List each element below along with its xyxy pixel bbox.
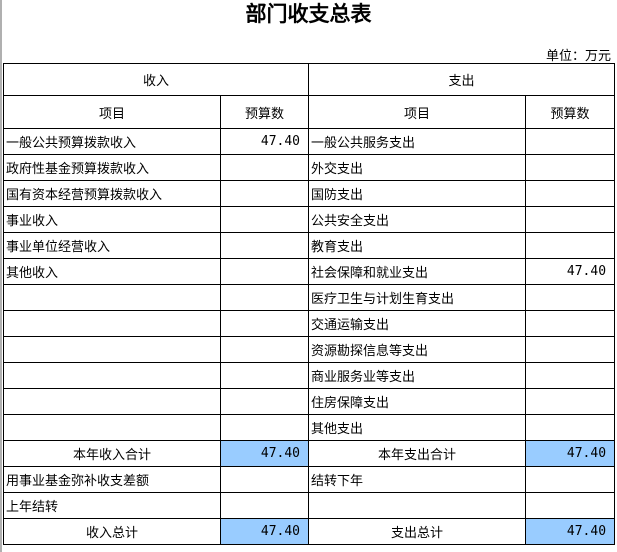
income-item xyxy=(3,414,221,441)
income-value xyxy=(219,310,310,337)
income-value xyxy=(219,362,310,389)
table-row: 其他收入 社会保障和就业支出 47.40 xyxy=(3,258,616,285)
income-item-header: 项目 xyxy=(3,95,221,129)
table-row: 用事业基金弥补收支差额 结转下年 xyxy=(3,466,616,493)
income-item: 其他收入 xyxy=(3,258,221,285)
table-row: 政府性基金预算拨款收入 外交支出 xyxy=(3,154,616,181)
income-header: 收入 xyxy=(2,63,310,96)
expense-item: 公共安全支出 xyxy=(308,206,527,233)
page-title: 部门收支总表 xyxy=(245,1,372,26)
expense-item: 国防支出 xyxy=(308,180,527,207)
expense-item: 教育支出 xyxy=(308,232,527,259)
income-value xyxy=(219,388,310,415)
window-edge xyxy=(0,0,2,552)
income-item xyxy=(3,388,221,415)
expense-item: 结转下年 xyxy=(308,466,527,493)
income-value xyxy=(219,466,310,493)
expense-value xyxy=(525,336,616,363)
table-row: 事业收入 公共安全支出 xyxy=(3,206,616,233)
expense-subtotal-label: 本年支出合计 xyxy=(308,440,527,467)
income-item xyxy=(3,362,221,389)
expense-subtotal-value: 47.40 xyxy=(525,440,616,467)
expense-value xyxy=(525,206,616,233)
income-item xyxy=(3,336,221,363)
table-row: 上年结转 xyxy=(3,492,616,519)
total-row: 收入总计 47.40 支出总计 47.40 xyxy=(3,518,616,545)
income-subtotal-label: 本年收入合计 xyxy=(3,440,221,467)
income-value xyxy=(219,154,310,181)
expense-item: 外交支出 xyxy=(308,154,527,181)
income-value xyxy=(219,336,310,363)
expense-item: 商业服务业等支出 xyxy=(308,362,527,389)
table-row: 交通运输支出 xyxy=(3,310,616,337)
income-item: 政府性基金预算拨款收入 xyxy=(3,154,221,181)
expense-item: 住房保障支出 xyxy=(308,388,527,415)
subtotal-row: 本年收入合计 47.40 本年支出合计 47.40 xyxy=(3,440,616,467)
table-row: 资源勘探信息等支出 xyxy=(3,336,616,363)
expense-value: 47.40 xyxy=(525,258,616,285)
income-value: 47.40 xyxy=(219,128,310,155)
table-row: 其他支出 xyxy=(3,414,616,441)
income-item: 国有资本经营预算拨款收入 xyxy=(3,180,221,207)
income-item: 事业收入 xyxy=(3,206,221,233)
expense-value xyxy=(525,310,616,337)
expense-item: 交通运输支出 xyxy=(308,310,527,337)
income-item: 事业单位经营收入 xyxy=(3,232,221,259)
expense-header: 支出 xyxy=(308,63,616,96)
expense-value xyxy=(525,414,616,441)
expense-total-label: 支出总计 xyxy=(308,518,527,545)
income-item xyxy=(3,310,221,337)
expense-total-value: 47.40 xyxy=(525,518,616,545)
expense-item: 一般公共服务支出 xyxy=(308,128,527,155)
expense-value xyxy=(525,284,616,311)
expense-budget-header: 预算数 xyxy=(525,95,616,129)
table-row: 医疗卫生与计划生育支出 xyxy=(3,284,616,311)
table-row: 事业单位经营收入 教育支出 xyxy=(3,232,616,259)
expense-value xyxy=(525,180,616,207)
income-value xyxy=(219,180,310,207)
expense-value xyxy=(525,154,616,181)
expense-value xyxy=(525,128,616,155)
expense-value xyxy=(525,362,616,389)
table-row: 住房保障支出 xyxy=(3,388,616,415)
expense-item: 资源勘探信息等支出 xyxy=(308,336,527,363)
expense-value xyxy=(525,232,616,259)
expense-value xyxy=(525,388,616,415)
expense-item xyxy=(308,492,527,519)
income-value xyxy=(219,206,310,233)
expense-item-header: 项目 xyxy=(308,95,527,129)
income-total-value: 47.40 xyxy=(219,518,310,545)
income-value xyxy=(219,258,310,285)
income-budget-header: 预算数 xyxy=(219,95,310,129)
income-value xyxy=(219,232,310,259)
expense-item: 医疗卫生与计划生育支出 xyxy=(308,284,527,311)
income-value xyxy=(219,414,310,441)
budget-table: 收入 支出 项目 预算数 项目 预算数 一般公共预算拨款收入 47.40 一般公共服… xyxy=(2,63,616,545)
income-value xyxy=(219,284,310,311)
income-item: 上年结转 xyxy=(3,492,221,519)
table-row: 商业服务业等支出 xyxy=(3,362,616,389)
income-item: 一般公共预算拨款收入 xyxy=(3,128,221,155)
income-item xyxy=(3,284,221,311)
income-item: 用事业基金弥补收支差额 xyxy=(3,466,221,493)
expense-value xyxy=(525,492,616,519)
income-subtotal-value: 47.40 xyxy=(219,440,310,467)
unit-label: 单位：万元 xyxy=(545,49,611,64)
expense-item: 其他支出 xyxy=(308,414,527,441)
expense-item: 社会保障和就业支出 xyxy=(308,258,527,285)
income-total-label: 收入总计 xyxy=(3,518,221,545)
expense-value xyxy=(525,466,616,493)
income-value xyxy=(219,492,310,519)
table-row: 一般公共预算拨款收入 47.40 一般公共服务支出 xyxy=(3,128,616,155)
table-row: 国有资本经营预算拨款收入 国防支出 xyxy=(3,180,616,207)
